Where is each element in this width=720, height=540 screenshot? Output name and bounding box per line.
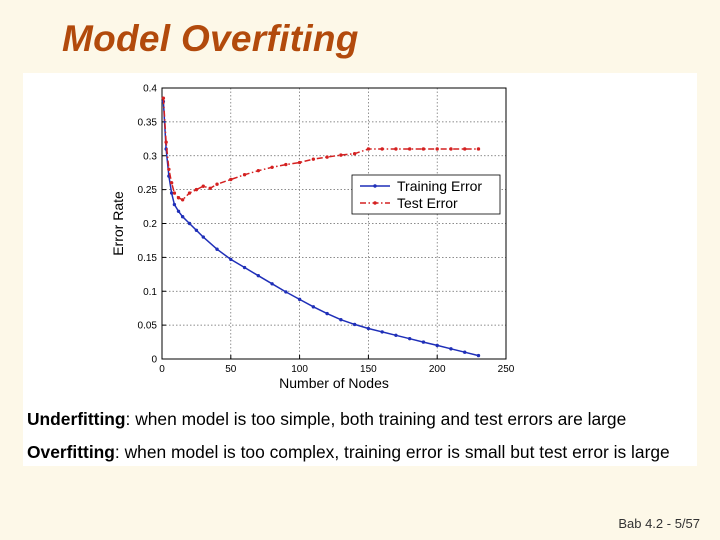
test-error-point	[352, 152, 357, 156]
y-tick-label: 0.1	[143, 287, 157, 298]
training-error-point	[476, 353, 481, 358]
error-rate-chart: 0 0.05 0.1 0.15 0.2 0.25 0.3 0.35 0.4 0 50 100 150 20…	[104, 78, 546, 394]
training-error-point	[366, 326, 371, 331]
test-error-point	[284, 162, 288, 167]
test-error-point	[270, 165, 274, 169]
training-error-point	[172, 202, 177, 207]
test-error-point	[161, 96, 166, 100]
test-error-point	[167, 167, 171, 171]
training-error-point	[256, 273, 261, 278]
test-error-point	[311, 157, 316, 161]
test-error-point	[407, 147, 412, 151]
x-tick-label: 250	[498, 364, 515, 375]
test-error-point	[297, 160, 302, 165]
training-error-point	[169, 191, 174, 195]
test-error-point	[215, 182, 219, 186]
test-error-point	[463, 147, 467, 151]
test-error-point	[164, 140, 168, 144]
test-error-point	[180, 198, 185, 202]
slide-page-label: Bab 4.2 - 5/57	[618, 516, 700, 531]
legend-label: Test Error	[397, 195, 458, 211]
training-error-point	[311, 305, 316, 309]
underfitting-term: Underfitting	[27, 409, 126, 429]
training-error-point	[194, 228, 199, 232]
overfitting-term: Overfitting	[27, 442, 115, 462]
test-error-point	[208, 186, 212, 190]
training-error-point	[449, 347, 453, 351]
legend-marker	[373, 201, 377, 205]
test-error-point	[229, 177, 233, 182]
training-error-point	[380, 330, 384, 334]
overfitting-caption: Overfitting: when model is too complex, …	[27, 442, 670, 463]
training-error-point	[187, 221, 192, 226]
y-tick-label: 0.35	[138, 117, 158, 128]
x-tick-label: 100	[291, 364, 308, 375]
training-error-point	[201, 235, 205, 239]
test-error-point	[476, 147, 481, 151]
training-error-point	[297, 297, 302, 302]
y-tick-label: 0.4	[143, 84, 157, 95]
legend-label: Training Error	[397, 178, 482, 194]
y-tick-label: 0.05	[138, 321, 158, 332]
training-error-point	[463, 350, 467, 354]
x-tick-label: 0	[159, 364, 165, 375]
test-error-point	[394, 147, 398, 151]
test-error-point	[169, 181, 174, 185]
x-tick-label: 150	[360, 364, 377, 375]
training-error-point	[242, 265, 247, 270]
test-error-point	[380, 147, 384, 151]
y-tick-label: 0.15	[138, 253, 158, 264]
y-tick-label: 0.25	[138, 185, 158, 196]
test-error-point	[421, 147, 426, 151]
test-error-point	[194, 187, 199, 192]
training-error-point	[180, 215, 185, 219]
legend-marker	[373, 184, 377, 188]
training-error-point	[352, 322, 357, 327]
test-error-point	[449, 147, 453, 151]
test-error-point	[339, 153, 343, 157]
training-error-point	[421, 340, 426, 344]
test-error-point	[325, 155, 329, 159]
test-error-point	[242, 173, 247, 177]
x-tick-label: 200	[429, 364, 446, 375]
y-tick-label: 0	[151, 355, 157, 366]
slide-title: Model Overfiting	[62, 18, 359, 59]
underfitting-caption: Underfitting: when model is too simple, …	[27, 409, 626, 430]
y-tick-label: 0.3	[143, 151, 157, 162]
training-error-point	[284, 290, 288, 294]
training-error-point	[229, 257, 233, 262]
overfitting-text: : when model is too complex, training er…	[114, 442, 670, 462]
test-error-point	[366, 147, 371, 151]
training-error-point	[215, 247, 219, 251]
test-error-point	[201, 184, 205, 188]
test-error-point	[256, 168, 261, 173]
test-error-point	[435, 147, 439, 151]
x-axis-label: Number of Nodes	[279, 375, 389, 391]
y-tick-label: 0.2	[143, 219, 157, 230]
training-error-point	[407, 336, 412, 341]
training-error-point	[270, 282, 274, 286]
x-tick-label: 50	[225, 364, 237, 375]
underfitting-text: : when model is too simple, both trainin…	[125, 409, 627, 429]
training-error-point	[435, 343, 439, 348]
training-error-point	[394, 333, 398, 337]
training-error-point	[176, 209, 181, 214]
training-error-point	[339, 318, 343, 322]
test-error-point	[176, 196, 181, 200]
test-error-point	[187, 191, 192, 195]
test-error-point	[172, 191, 177, 195]
training-error-point	[325, 311, 329, 316]
y-axis-label: Error Rate	[110, 191, 126, 256]
legend-box	[351, 174, 501, 215]
